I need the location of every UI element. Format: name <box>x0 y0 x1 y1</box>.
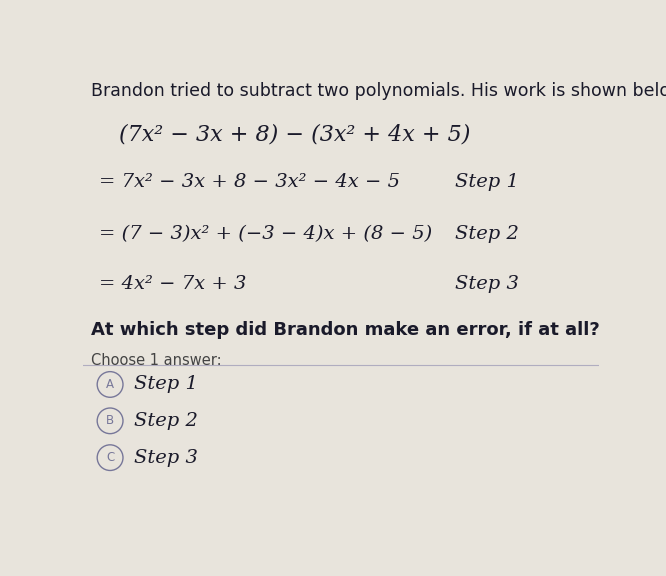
Text: (7x² − 3x + 8) − (3x² + 4x + 5): (7x² − 3x + 8) − (3x² + 4x + 5) <box>119 123 471 145</box>
Text: Brandon tried to subtract two polynomials. His work is shown below:: Brandon tried to subtract two polynomial… <box>91 82 666 100</box>
Text: = 7x² − 3x + 8 − 3x² − 4x − 5: = 7x² − 3x + 8 − 3x² − 4x − 5 <box>99 173 400 191</box>
Text: C: C <box>106 451 114 464</box>
Text: Step 3: Step 3 <box>134 449 198 467</box>
Text: Choose 1 answer:: Choose 1 answer: <box>91 353 222 368</box>
Text: = (7 − 3)x² + (−3 − 4)x + (8 − 5): = (7 − 3)x² + (−3 − 4)x + (8 − 5) <box>99 225 432 243</box>
Text: Step 3: Step 3 <box>455 275 519 293</box>
Text: At which step did Brandon make an error, if at all?: At which step did Brandon make an error,… <box>91 321 600 339</box>
Text: = 4x² − 7x + 3: = 4x² − 7x + 3 <box>99 275 246 293</box>
Text: A: A <box>106 378 114 391</box>
Text: B: B <box>106 414 114 427</box>
Text: Step 2: Step 2 <box>134 412 198 430</box>
Text: Step 1: Step 1 <box>134 376 198 393</box>
Text: Step 1: Step 1 <box>455 173 519 191</box>
Text: Step 2: Step 2 <box>455 225 519 243</box>
